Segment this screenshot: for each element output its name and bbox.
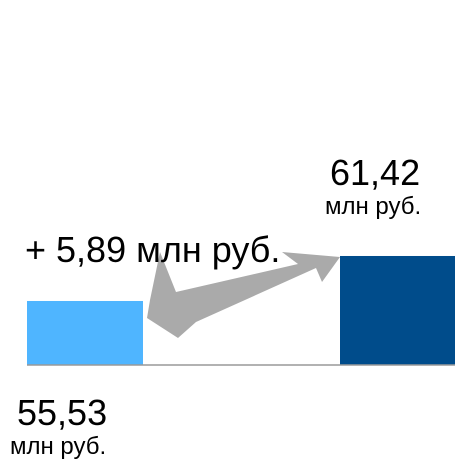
arrow [147,252,340,338]
value-label: 61,42 [330,152,420,193]
bar [340,255,455,365]
value-label: 55,53 [17,392,107,433]
annotation: + 5,89 млн руб. [25,229,280,270]
bar [27,300,143,365]
unit-label: млн руб. [325,193,421,220]
unit-label: млн руб. [10,433,106,460]
